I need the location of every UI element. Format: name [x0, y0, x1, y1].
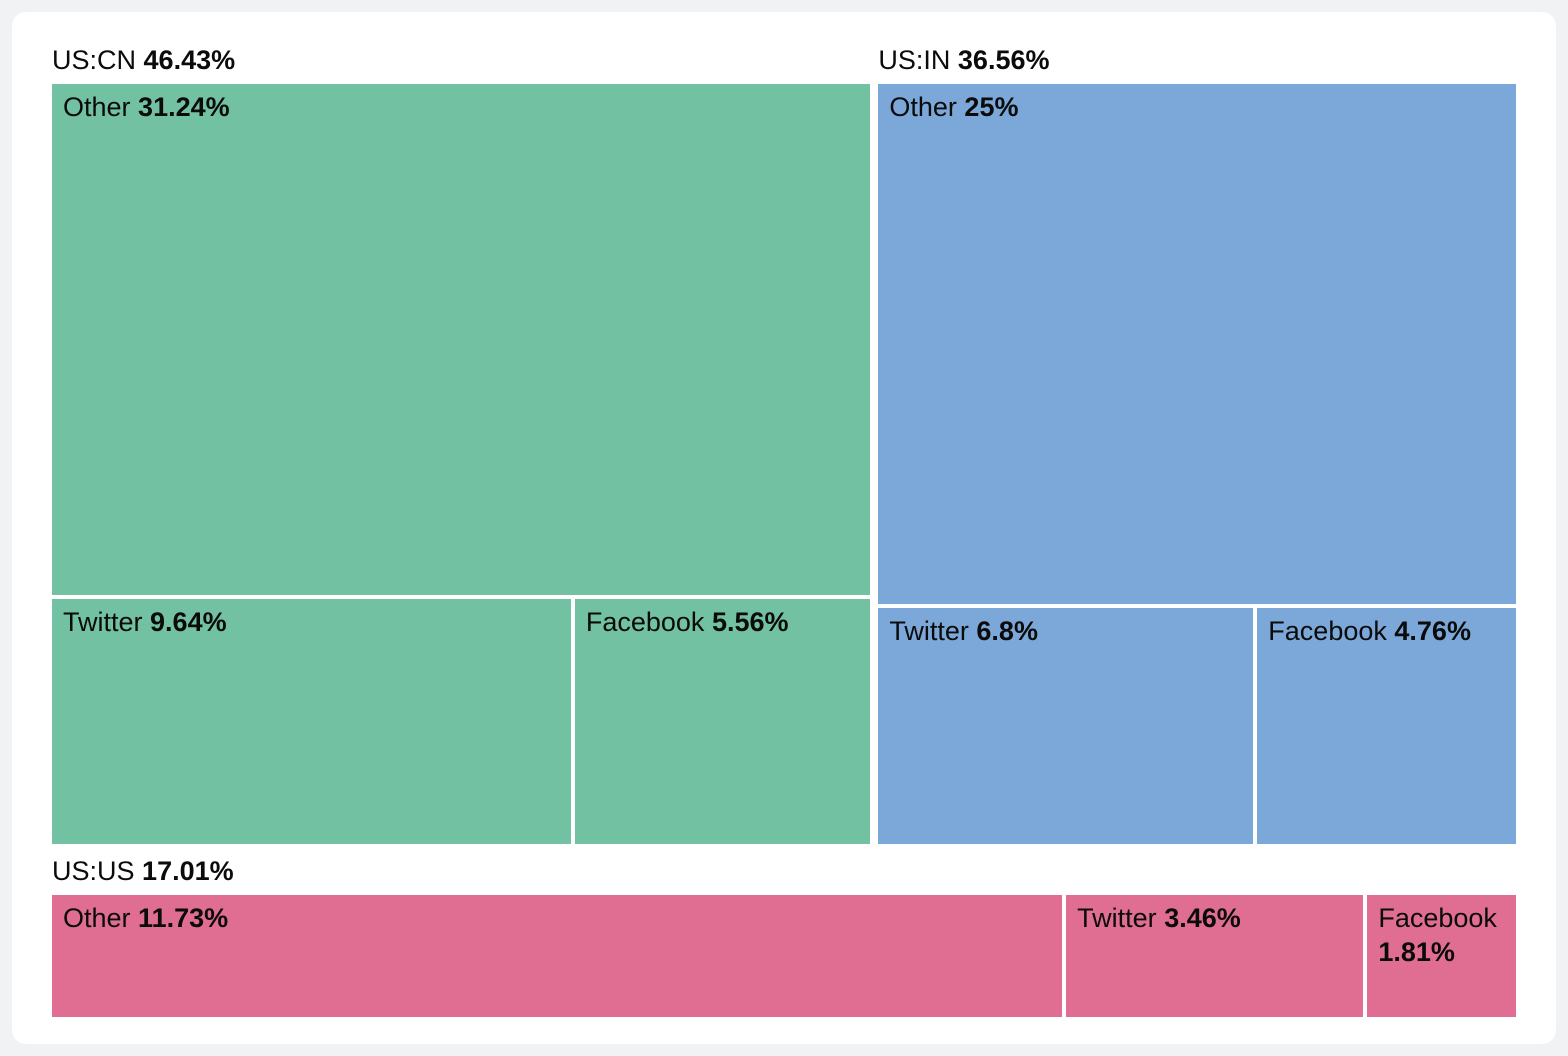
cell-value: 25%	[964, 92, 1019, 122]
cell-value: 4.76%	[1394, 615, 1471, 646]
cell-name: Other	[63, 92, 131, 122]
cell-name: Twitter	[889, 615, 969, 646]
treemap-cell-in-facebook[interactable]: Facebook 4.76%	[1257, 607, 1516, 844]
cell-value: 1.81%	[1378, 937, 1455, 967]
group-value: 46.43%	[143, 45, 236, 75]
treemap-area-us-us: Other 11.73% Twitter 3.46% Facebook 1.81…	[52, 895, 1516, 1017]
group-value: 36.56%	[957, 45, 1050, 75]
cell-label: Other 31.24%	[52, 84, 870, 130]
cell-name: Facebook	[585, 606, 705, 637]
cell-label: Facebook 5.56%	[575, 599, 871, 645]
group-name: US:IN	[878, 45, 951, 75]
treemap-area-us-cn: Other 31.24% Twitter 9.64% Facebook	[52, 84, 871, 844]
treemap-cell-cn-other[interactable]: Other 31.24%	[52, 84, 871, 595]
cell-name: Other	[889, 92, 957, 122]
cell-label: Facebook 1.81%	[1367, 895, 1516, 975]
group-name: US:US	[52, 856, 135, 886]
treemap-top-strip: US:CN 46.43% Other 31.24% Twitter 9.64%	[52, 42, 1516, 844]
treemap-cell-us-twitter[interactable]: Twitter 3.46%	[1066, 895, 1364, 1017]
cell-name: Twitter	[63, 606, 143, 637]
cell-label: Twitter 6.8%	[878, 608, 1253, 654]
cell-label: Other 11.73%	[52, 895, 1062, 941]
cell-value: 31.24%	[138, 92, 230, 122]
treemap-cell-in-other[interactable]: Other 25%	[878, 84, 1516, 604]
treemap-area-us-in: Other 25% Twitter 6.8% Facebook	[878, 84, 1516, 844]
treemap-row-in-bottom: Twitter 6.8% Facebook 4.76%	[878, 607, 1516, 844]
treemap-cell-us-other[interactable]: Other 11.73%	[52, 895, 1063, 1017]
cell-value: 6.8%	[976, 615, 1038, 646]
treemap-row-cn-bottom: Twitter 9.64% Facebook 5.56%	[52, 598, 871, 844]
treemap-cell-cn-twitter[interactable]: Twitter 9.64%	[52, 598, 571, 844]
cell-value: 11.73%	[138, 903, 229, 933]
treemap-cell-cn-facebook[interactable]: Facebook 5.56%	[574, 598, 871, 844]
cell-name: Facebook	[1378, 903, 1497, 933]
group-label-us-in: US:IN 36.56%	[878, 42, 1516, 78]
cell-value: 9.64%	[150, 606, 227, 637]
cell-value: 3.46%	[1164, 903, 1241, 933]
group-label-us-cn: US:CN 46.43%	[52, 42, 870, 78]
treemap-group-us-us: US:US 17.01% Other 11.73% Twitter 3.46% …	[52, 853, 1516, 1017]
cell-name: Facebook	[1268, 615, 1387, 646]
cell-name: Twitter	[1077, 903, 1157, 933]
group-name: US:CN	[52, 45, 137, 75]
cell-label: Other 25%	[878, 84, 1516, 130]
treemap-card: US:CN 46.43% Other 31.24% Twitter 9.64%	[12, 12, 1556, 1044]
group-label-us-us: US:US 17.01%	[52, 853, 1516, 889]
treemap-cell-in-twitter[interactable]: Twitter 6.8%	[878, 607, 1254, 844]
treemap-cell-us-facebook[interactable]: Facebook 1.81%	[1367, 895, 1516, 1017]
cell-label: Facebook 4.76%	[1257, 608, 1516, 654]
group-value: 17.01%	[142, 856, 234, 886]
cell-label: Twitter 9.64%	[52, 599, 571, 645]
cell-name: Other	[63, 903, 131, 933]
cell-label: Twitter 3.46%	[1066, 895, 1363, 941]
treemap-group-us-cn: US:CN 46.43% Other 31.24% Twitter 9.64%	[52, 42, 871, 844]
treemap-group-us-in: US:IN 36.56% Other 25% Twitter 6.8%	[878, 42, 1516, 844]
cell-value: 5.56%	[711, 606, 789, 637]
